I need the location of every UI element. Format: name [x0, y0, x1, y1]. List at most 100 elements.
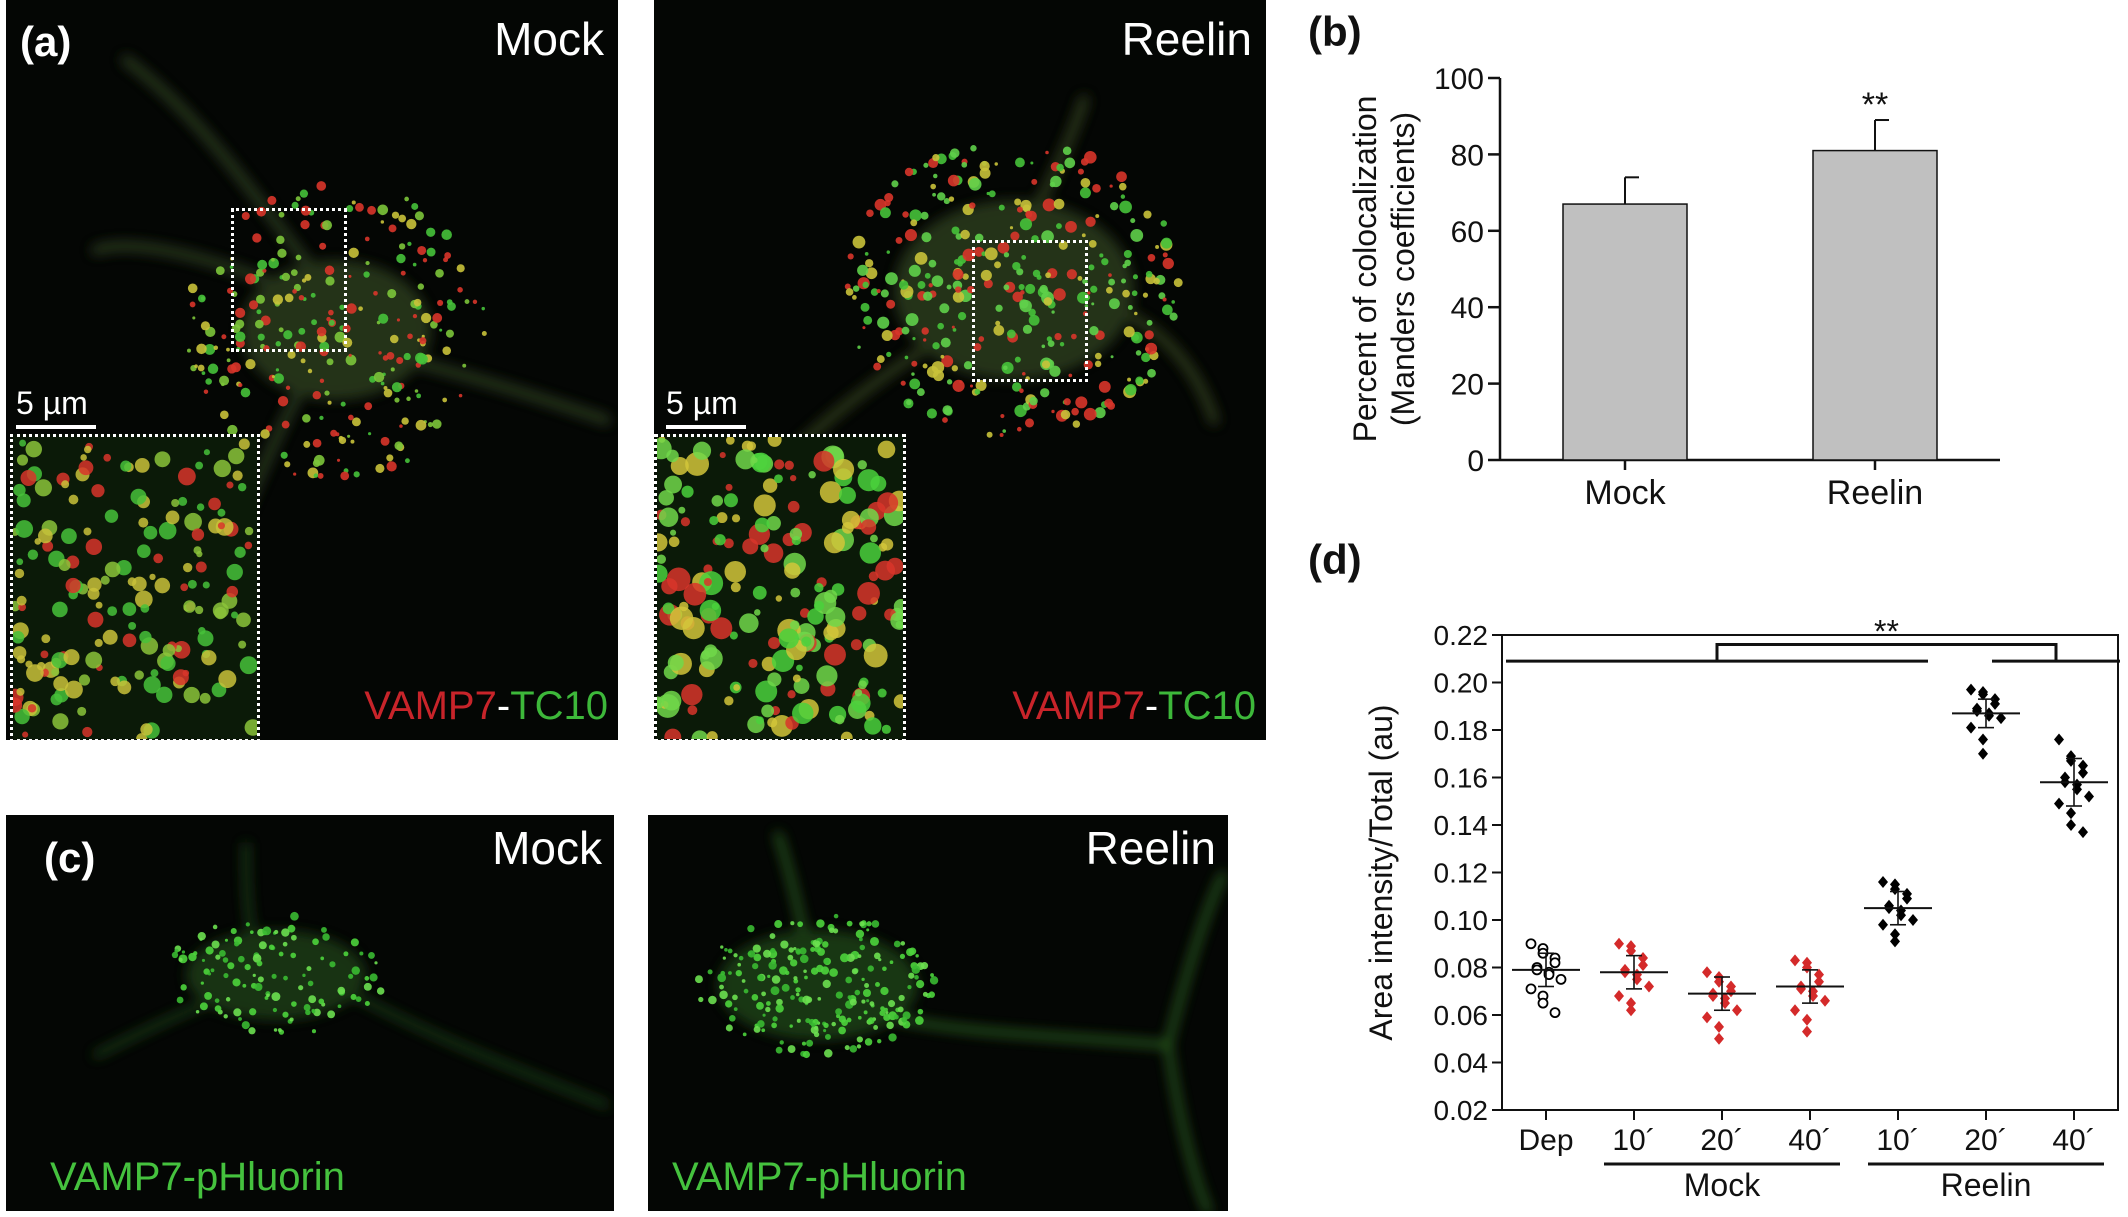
- panel-a-reelin-image: Reelin 5 µm VAMP7-TC10: [654, 0, 1266, 740]
- y-tick-label: 0.16: [1434, 763, 1489, 794]
- bar: [1812, 149, 1938, 461]
- data-point: [2078, 826, 2088, 839]
- data-point: [1966, 721, 1976, 734]
- y-tick-label: 0.02: [1434, 1095, 1489, 1126]
- mock-scale-bar: [16, 425, 96, 429]
- intensity-scatter-chart: 0.02 0.04 0.06 0.08 0.10 0.12 0.14 0.16 0.18 0.20…: [1363, 614, 2120, 1203]
- data-point: [1902, 892, 1912, 905]
- y-tick-label: 60: [1451, 216, 1484, 249]
- data-point: [1614, 937, 1624, 950]
- y-tick-label: 0.22: [1434, 620, 1489, 651]
- data-point: [1702, 966, 1712, 979]
- mock-scale-label: 5 µm: [16, 385, 88, 421]
- panel-a-mock-image: Mock 5 µm VAMP7-TC10: [6, 0, 618, 740]
- data-point: [1626, 944, 1636, 957]
- significance-marker: **: [1874, 614, 1899, 650]
- reelin-inset-zoom: [654, 434, 906, 740]
- significance-bracket: [1715, 643, 2058, 662]
- y-tick-label: 0: [1467, 445, 1484, 478]
- channel-red-label: VAMP7: [1012, 684, 1145, 728]
- y-tick-label: 0.12: [1434, 858, 1489, 889]
- data-point: [1978, 733, 1988, 746]
- data-point: [1802, 1025, 1812, 1038]
- reelin-c-channel-label: VAMP7-pHluorin: [672, 1155, 967, 1199]
- data-point: [2066, 819, 2076, 831]
- channel-green-label: TC10: [510, 684, 608, 728]
- reelin-scale-label: 5 µm: [666, 385, 738, 421]
- y-tick-label: 20: [1451, 369, 1484, 402]
- mock-phluorin-image: [93, 842, 609, 1108]
- y-tick-label: 0.06: [1434, 1000, 1489, 1031]
- group-label: Mock: [1684, 1167, 1761, 1203]
- x-tick-label: Mock: [1584, 474, 1666, 512]
- y-tick-label: 0.08: [1434, 953, 1489, 984]
- data-point: [1714, 1020, 1724, 1033]
- reelin-channel-label: VAMP7-TC10: [1012, 684, 1256, 729]
- reelin-roi-box: [972, 240, 1088, 382]
- data-point: [1614, 990, 1624, 1002]
- data-point: [1802, 1013, 1812, 1026]
- reelin-neuron-image: [769, 95, 1219, 475]
- data-point: [1878, 918, 1888, 931]
- channel-separator: -: [496, 684, 511, 728]
- y-tick-label: 0.20: [1434, 668, 1489, 699]
- data-point: [1549, 957, 1561, 969]
- reelin-phluorin-image: [694, 831, 1227, 1211]
- data-point: [1790, 954, 1800, 967]
- y-axis-label: Area intensity/Total (au): [1363, 704, 1399, 1040]
- x-tick-label: 10´: [1612, 1124, 1655, 1157]
- data-point: [1972, 705, 1982, 717]
- y-axis-label-line1: Percent of colocalization: [1347, 96, 1383, 443]
- data-point: [2054, 733, 2064, 746]
- data-point: [1714, 1032, 1724, 1045]
- y-tick-label: 80: [1451, 139, 1484, 172]
- x-tick-label: Reelin: [1827, 474, 1923, 512]
- data-point: [1790, 1004, 1800, 1017]
- mock-roi-box: [231, 208, 347, 352]
- y-tick-label: 0.04: [1434, 1048, 1489, 1079]
- data-point: [1890, 928, 1900, 941]
- mock-neuron-image: [91, 55, 611, 585]
- significance-marker: **: [1862, 86, 1888, 124]
- panel-c-mock-image: Mock VAMP7-pHluorin: [6, 815, 614, 1211]
- channel-separator: -: [1144, 684, 1159, 728]
- plot-frame: [1501, 634, 2119, 1111]
- data-point: [1555, 973, 1567, 985]
- data-point: [1890, 935, 1900, 948]
- data-point: [1978, 688, 1988, 701]
- panel-b-label: (b): [1308, 8, 1362, 55]
- mock-c-condition-label: Mock: [492, 822, 602, 874]
- data-point: [1537, 997, 1549, 1009]
- x-tick-label: 20´: [1964, 1124, 2007, 1157]
- reelin-scale-bar: [666, 425, 746, 429]
- mock-condition-label: Mock: [494, 13, 604, 65]
- data-point: [1966, 683, 1976, 696]
- data-point: [1638, 959, 1648, 972]
- y-tick-label: 0.10: [1434, 905, 1489, 936]
- mock-channel-label: VAMP7-TC10: [364, 684, 608, 729]
- y-tick-label: 100: [1434, 63, 1484, 96]
- data-point: [2084, 790, 2094, 803]
- x-tick-label: 40´: [1788, 1124, 1831, 1157]
- y-axis-label-line2: (Manders coefficients): [1385, 112, 1421, 426]
- data-point: [1525, 938, 1537, 950]
- data-point: [1549, 1007, 1561, 1019]
- y-tick-label: 40: [1451, 292, 1484, 325]
- data-point: [1644, 980, 1654, 993]
- reelin-condition-label: Reelin: [1121, 13, 1252, 65]
- data-point: [1978, 747, 1988, 760]
- y-tick-label: 0.18: [1434, 715, 1489, 746]
- data-point: [1626, 997, 1636, 1010]
- data-point: [1814, 968, 1824, 981]
- x-tick-label: Dep: [1518, 1124, 1573, 1157]
- data-point: [1525, 983, 1537, 995]
- data-point: [1796, 982, 1806, 995]
- data-point: [1708, 990, 1718, 1002]
- x-tick-label: 10´: [1876, 1124, 1919, 1157]
- data-point: [1908, 914, 1918, 926]
- channel-red-label: VAMP7: [364, 684, 497, 728]
- data-point: [1878, 876, 1888, 888]
- channel-green-label: TC10: [1158, 684, 1256, 728]
- mock-c-channel-label: VAMP7-pHluorin: [50, 1155, 345, 1199]
- x-tick-label: 20´: [1700, 1124, 1743, 1157]
